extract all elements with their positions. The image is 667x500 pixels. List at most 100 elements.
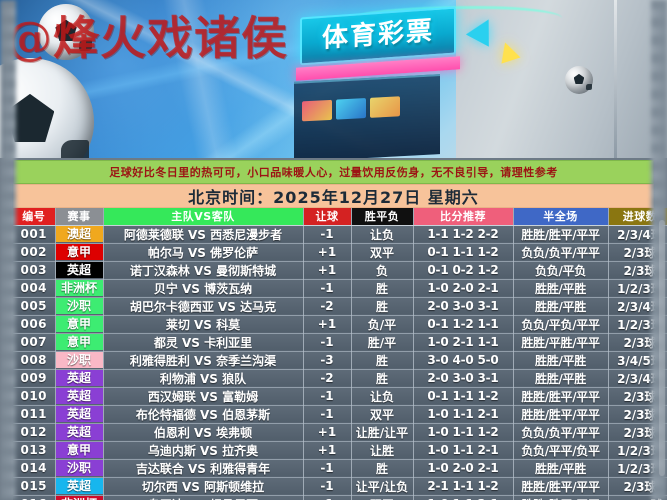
- matches-table-body: 001 澳超 阿德莱德联 VS 西悉尼漫步者 -1 让负 1-1 1-2 2-2 胜胜/胜平…: [13, 225, 667, 500]
- cell-match: 伯恩利 VS 埃弗顿: [103, 423, 304, 442]
- column-header-handicap[interactable]: 让球: [303, 208, 352, 226]
- cell-goals: 1/2/3球: [608, 495, 667, 500]
- cell-match: 帕尔马 VS 佛罗伦萨: [103, 243, 304, 262]
- league-badge[interactable]: 澳超: [55, 226, 102, 242]
- league-badge[interactable]: 意甲: [55, 442, 102, 458]
- cell-match: 阿德莱德联 VS 西悉尼漫步者: [103, 225, 304, 244]
- league-badge[interactable]: 意甲: [55, 316, 102, 332]
- league-badge[interactable]: 意甲: [55, 244, 102, 260]
- table-row[interactable]: 002 意甲 帕尔马 VS 佛罗伦萨 +1 双平 0-1 1-1 1-2 负负/负平/平平 2…: [13, 243, 667, 262]
- cell-score: 0-1 1-1 1-2: [413, 243, 514, 262]
- cell-handicap: -1: [303, 477, 352, 496]
- cell-halftime: 胜胜/平胜: [513, 369, 609, 388]
- cell-match: 乌迪内斯 VS 拉齐奥: [103, 441, 304, 460]
- table-row[interactable]: 011 英超 布伦特福德 VS 伯恩茅斯 -1 双平 1-0 1-1 2-1 胜胜/胜平/平…: [13, 405, 667, 424]
- cell-match: 乌干达 VS 坦桑尼亚: [103, 495, 304, 500]
- column-header-wdl[interactable]: 胜平负: [351, 208, 414, 226]
- cell-halftime: 胜胜/胜平/平平: [513, 225, 609, 244]
- cell-handicap: -1: [303, 225, 352, 244]
- cell-league: 意甲: [55, 315, 104, 334]
- column-header-no[interactable]: 编号: [13, 208, 56, 226]
- cell-score: 0-1 0-2 1-2: [413, 261, 514, 280]
- cell-wdl: 让负: [351, 225, 414, 244]
- vertical-scrollbar-thumb[interactable]: [659, 220, 665, 476]
- table-row[interactable]: 015 英超 切尔西 VS 阿斯顿维拉 -1 让平/让负 2-1 1-1 1-2 胜胜/胜平…: [13, 477, 667, 496]
- table-row[interactable]: 012 英超 伯恩利 VS 埃弗顿 +1 让胜/让平 1-0 1-1 1-2 负负/负平/平…: [13, 423, 667, 442]
- cell-handicap: -1: [303, 387, 352, 406]
- cell-wdl: 胜: [351, 351, 414, 370]
- cell-handicap: +1: [303, 315, 352, 334]
- table-row[interactable]: 003 英超 诺丁汉森林 VS 曼彻斯特城 +1 负 0-1 0-2 1-2 负负/平负 2/…: [13, 261, 667, 280]
- cell-no: 011: [13, 405, 56, 424]
- table-row[interactable]: 004 非洲杯 贝宁 VS 博茨瓦纳 -1 胜 1-0 2-0 2-1 胜胜/平胜 1/2/3…: [13, 279, 667, 298]
- league-badge[interactable]: 沙职: [55, 352, 102, 368]
- cell-handicap: +1: [303, 441, 352, 460]
- cell-league: 英超: [55, 423, 104, 442]
- cell-league: 意甲: [55, 333, 104, 352]
- cell-halftime: 负负/平负: [513, 261, 609, 280]
- league-badge[interactable]: 非洲杯: [55, 280, 102, 296]
- league-badge[interactable]: 沙职: [55, 460, 102, 476]
- cell-handicap: -3: [303, 351, 352, 370]
- table-row[interactable]: 007 意甲 都灵 VS 卡利亚里 -1 胜/平 1-0 2-1 1-1 胜胜/平胜/平平 2…: [13, 333, 667, 352]
- cell-league: 沙职: [55, 351, 104, 370]
- column-header-score[interactable]: 比分推荐: [413, 208, 514, 226]
- cell-league: 英超: [55, 369, 104, 388]
- cell-halftime: 胜胜/平胜: [513, 297, 609, 316]
- league-badge[interactable]: 非洲杯: [55, 496, 102, 500]
- cell-league: 非洲杯: [55, 279, 104, 298]
- cell-halftime: 胜胜/平胜/平平: [513, 333, 609, 352]
- table-header-row: 编号 赛事 主队VS客队 让球 胜平负 比分推荐 半全场 进球数: [13, 208, 667, 226]
- matches-table: 编号 赛事 主队VS客队 让球 胜平负 比分推荐 半全场 进球数 001 澳超 阿德…: [13, 208, 667, 500]
- league-badge[interactable]: 英超: [55, 262, 102, 278]
- lottery-shop-storefront: 体育彩票: [294, 0, 460, 158]
- table-row[interactable]: 005 沙职 胡巴尔卡德西亚 VS 达马克 -2 胜 2-0 3-0 3-1 胜胜/平胜 2/…: [13, 297, 667, 316]
- column-header-league[interactable]: 赛事: [55, 208, 104, 226]
- table-row[interactable]: 006 意甲 莱切 VS 科莫 +1 负/平 0-1 1-2 1-1 负负/平负/平平 1/2…: [13, 315, 667, 334]
- cell-handicap: -2: [303, 297, 352, 316]
- notice-banner: 足球好比冬日里的热可可，小口品味暖人心，过量饮用反伤身，无不良引导，请理性参考: [13, 160, 654, 184]
- cell-wdl: 让负: [351, 387, 414, 406]
- table-row[interactable]: 013 意甲 乌迪内斯 VS 拉齐奥 +1 让胜 1-0 1-1 2-1 负负/平平/负平 1…: [13, 441, 667, 460]
- cell-league: 英超: [55, 261, 104, 280]
- cell-handicap: -1: [303, 279, 352, 298]
- league-badge[interactable]: 意甲: [55, 334, 102, 350]
- cell-handicap: -1: [303, 405, 352, 424]
- league-badge[interactable]: 英超: [55, 406, 102, 422]
- matches-table-container: 编号 赛事 主队VS客队 让球 胜平负 比分推荐 半全场 进球数 001 澳超 阿德…: [13, 208, 667, 500]
- cell-wdl: 双平: [351, 495, 414, 500]
- league-badge[interactable]: 英超: [55, 388, 102, 404]
- cell-handicap: -2: [303, 369, 352, 388]
- cell-handicap: -1: [303, 459, 352, 478]
- cell-halftime: 负负/负平/平平: [513, 423, 609, 442]
- league-badge[interactable]: 英超: [55, 370, 102, 386]
- table-row[interactable]: 001 澳超 阿德莱德联 VS 西悉尼漫步者 -1 让负 1-1 1-2 2-2 胜胜/胜平…: [13, 225, 667, 244]
- cell-halftime: 胜胜/胜平/平平: [513, 495, 609, 500]
- cell-no: 006: [13, 315, 56, 334]
- cell-no: 003: [13, 261, 56, 280]
- cell-halftime: 胜胜/平胜: [513, 351, 609, 370]
- table-row[interactable]: 014 沙职 吉达联合 VS 利雅得青年 -1 胜 1-0 2-0 2-1 胜胜/平胜 1/2…: [13, 459, 667, 478]
- league-badge[interactable]: 英超: [55, 478, 102, 494]
- cell-no: 013: [13, 441, 56, 460]
- cell-league: 意甲: [55, 243, 104, 262]
- table-row[interactable]: 009 英超 利物浦 VS 狼队 -2 胜 2-0 3-0 3-1 胜胜/平胜 2/3/4球: [13, 369, 667, 388]
- column-header-halftime[interactable]: 半全场: [513, 208, 609, 226]
- cell-score: 1-0 2-0 2-1: [413, 279, 514, 298]
- cell-score: 2-0 3-0 3-1: [413, 297, 514, 316]
- cell-score: 0-1 1-1 1-2: [413, 387, 514, 406]
- cell-no: 007: [13, 333, 56, 352]
- league-badge[interactable]: 英超: [55, 424, 102, 440]
- table-row[interactable]: 008 沙职 利雅得胜利 VS 奈季兰沟渠 -3 胜 3-0 4-0 5-0 胜胜/平胜 3/…: [13, 351, 667, 370]
- cell-no: 002: [13, 243, 56, 262]
- cell-halftime: 胜胜/平胜: [513, 459, 609, 478]
- cell-no: 008: [13, 351, 56, 370]
- cell-no: 001: [13, 225, 56, 244]
- cell-league: 意甲: [55, 441, 104, 460]
- column-header-match[interactable]: 主队VS客队: [103, 208, 304, 226]
- table-row[interactable]: 010 英超 西汉姆联 VS 富勒姆 -1 让负 0-1 1-1 1-2 胜胜/胜平/平平 2…: [13, 387, 667, 406]
- cell-match: 利物浦 VS 狼队: [103, 369, 304, 388]
- cell-no: 010: [13, 387, 56, 406]
- league-badge[interactable]: 沙职: [55, 298, 102, 314]
